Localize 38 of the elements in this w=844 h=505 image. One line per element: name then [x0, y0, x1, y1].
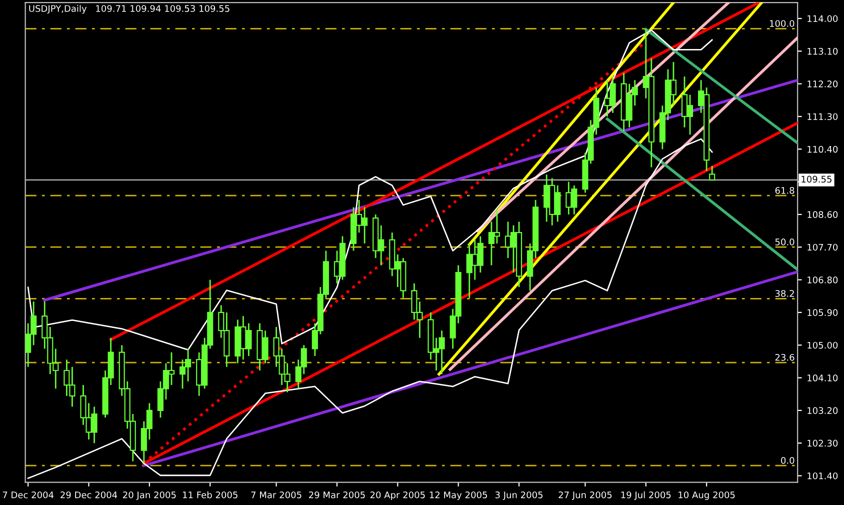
- x-tick-label: 20 Jan 2005: [123, 491, 176, 500]
- annotation: 50.0: [775, 238, 794, 246]
- y-tick-label: 106.80: [808, 276, 838, 284]
- y-tick-label: 111.30: [808, 113, 838, 120]
- x-tick-label: 7 Mar 2005: [251, 491, 302, 498]
- x-tick-label: 27 Jun 2005: [558, 491, 612, 500]
- ref-line-label: 109.55: [802, 176, 832, 183]
- chart-title: USDJPY,Daily: [29, 4, 87, 14]
- x-tick-label: 3 Jun 2005: [495, 491, 543, 500]
- annotation: 38.2: [775, 290, 794, 297]
- y-tick-label: 101.40: [808, 472, 838, 480]
- x-tick-label: 29 Mar 2005: [309, 491, 365, 498]
- x-tick-label: 10 Aug 2005: [678, 491, 735, 500]
- x-tick-label: 11 Feb 2005: [183, 491, 238, 498]
- annotation: 61.8: [775, 187, 794, 194]
- line-series: [27, 29, 713, 351]
- x-tick-label: 12 May 2005: [430, 491, 487, 500]
- y-tick-label: 105.90: [808, 309, 838, 316]
- y-tick-label: 105.00: [808, 342, 838, 349]
- candlestick: [709, 165, 716, 182]
- line-series: [27, 138, 713, 479]
- y-tick-label: 112.20: [808, 80, 838, 88]
- x-tick-label: 20 Apr 2005: [370, 491, 425, 500]
- x-tick-label: 29 Dec 2004: [60, 491, 118, 498]
- y-tick-label: 113.10: [808, 48, 838, 55]
- y-tick-label: 107.70: [808, 244, 838, 251]
- chart-subtitle: 109.71 109.94 109.53 109.55: [96, 5, 230, 12]
- y-tick-label: 103.20: [808, 407, 838, 414]
- y-tick-label: 110.40: [808, 146, 838, 153]
- y-tick-label: 104.10: [808, 374, 838, 382]
- annotation: 23.6: [775, 354, 794, 361]
- y-tick-label: 102.30: [808, 440, 838, 447]
- y-tick-label: 114.00: [808, 15, 838, 22]
- x-tick-label: 7 Dec 2004: [2, 491, 54, 498]
- x-tick-label: 19 Jul 2005: [621, 491, 671, 500]
- annotation: 0.0: [781, 457, 794, 464]
- annotation: 100.0: [770, 20, 794, 27]
- y-tick-label: 108.60: [808, 211, 838, 218]
